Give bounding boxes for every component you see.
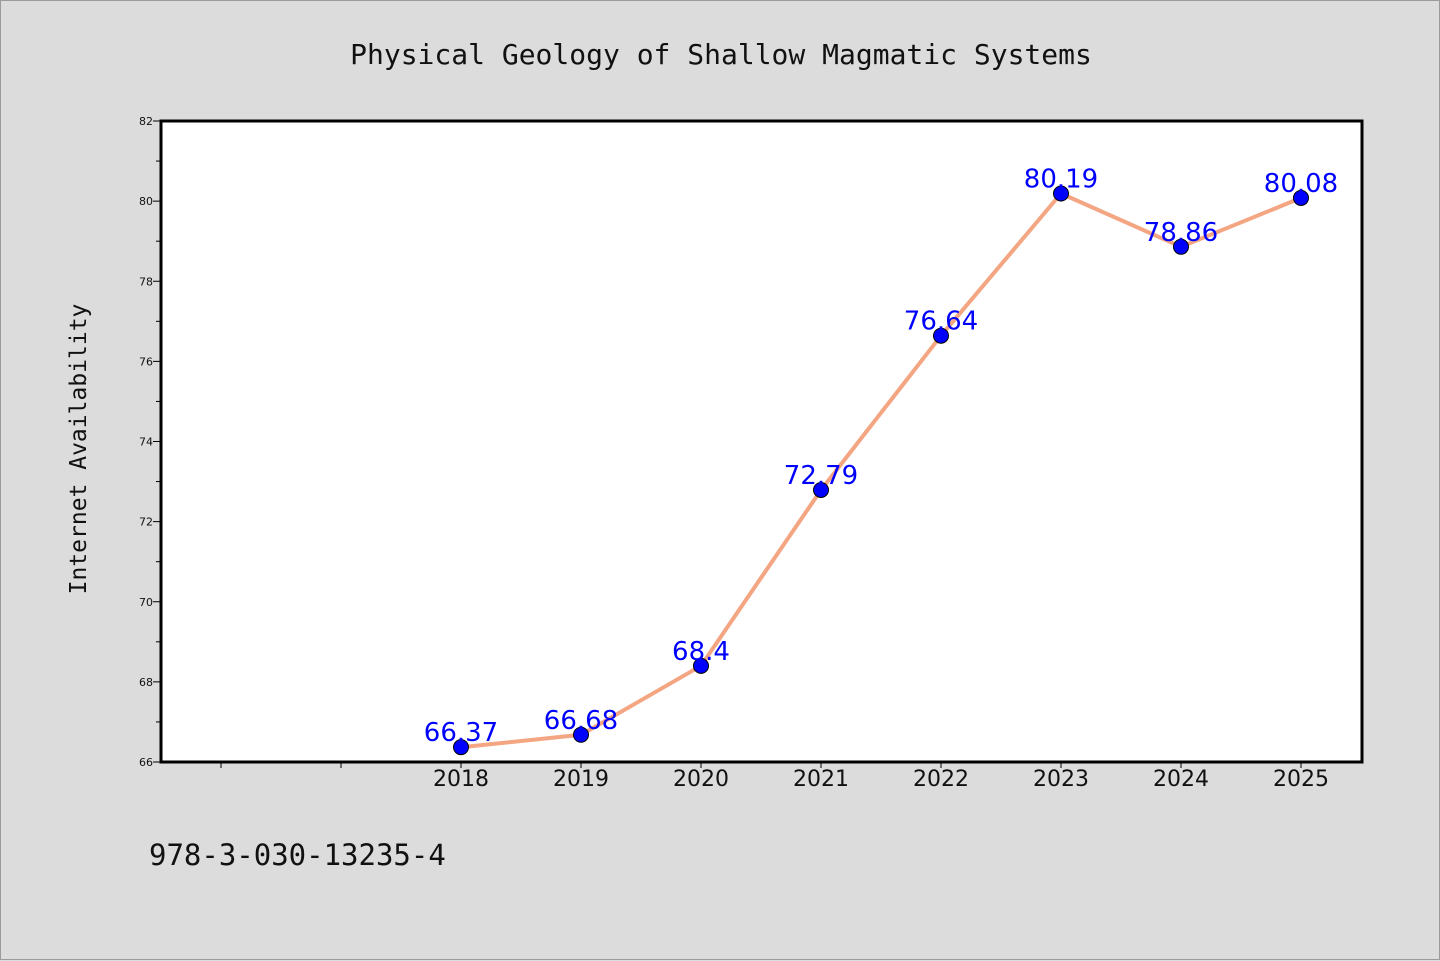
chart-title: Physical Geology of Shallow Magmatic Sys… [350, 38, 1092, 71]
series-layer: 66.37 66.68 68.4 72.79 76.64 80.19 78.86 80.08 [424, 165, 1338, 756]
data-label: 66.37 [424, 718, 498, 748]
y-axis-label: Internet Availability [66, 304, 92, 595]
x-tick-label: 2024 [1153, 767, 1209, 792]
data-label: 68.4 [672, 637, 730, 667]
x-tick-label: 2025 [1273, 767, 1329, 792]
data-label: 80.19 [1024, 165, 1098, 195]
data-point [453, 739, 469, 756]
x-tick-label: 2020 [673, 767, 729, 792]
data-label: 76.64 [904, 307, 978, 337]
data-point [693, 657, 709, 674]
x-tick-label: 2022 [913, 767, 969, 792]
x-tick-label: 2023 [1033, 767, 1089, 792]
x-tick-label: 2021 [793, 767, 849, 792]
y-tick-label: 74 [139, 436, 153, 449]
data-point [1293, 189, 1309, 206]
data-point [1053, 185, 1069, 202]
data-label: 80.08 [1264, 169, 1338, 199]
y-tick-label: 78 [139, 275, 153, 288]
x-tick-label: 2018 [433, 767, 489, 792]
y-tick-label: 66 [139, 756, 153, 769]
series-line [459, 191, 1303, 750]
data-point [1173, 238, 1189, 255]
x-axis: 2018 2019 2020 2021 2022 2023 2024 2025 [220, 762, 1329, 792]
y-tick-label: 76 [139, 355, 153, 368]
data-point [813, 481, 829, 498]
y-tick-label: 72 [139, 516, 153, 529]
y-tick-label: 80 [139, 195, 153, 208]
data-label: 72.79 [784, 461, 858, 491]
x-tick-label: 2019 [553, 767, 609, 792]
y-tick-label: 68 [139, 676, 153, 689]
plot-area [161, 121, 1362, 762]
data-point [933, 327, 949, 344]
y-tick-label: 70 [139, 596, 153, 609]
plot-frame [159, 119, 1364, 764]
y-tick-label: 82 [139, 115, 153, 128]
data-label: 78.86 [1144, 218, 1218, 248]
y-axis: 66 68 70 72 74 76 78 80 82 [139, 115, 161, 769]
data-point [573, 726, 589, 743]
data-label: 66.68 [544, 706, 618, 736]
isbn-label: 978-3-030-13235-4 [149, 838, 446, 872]
